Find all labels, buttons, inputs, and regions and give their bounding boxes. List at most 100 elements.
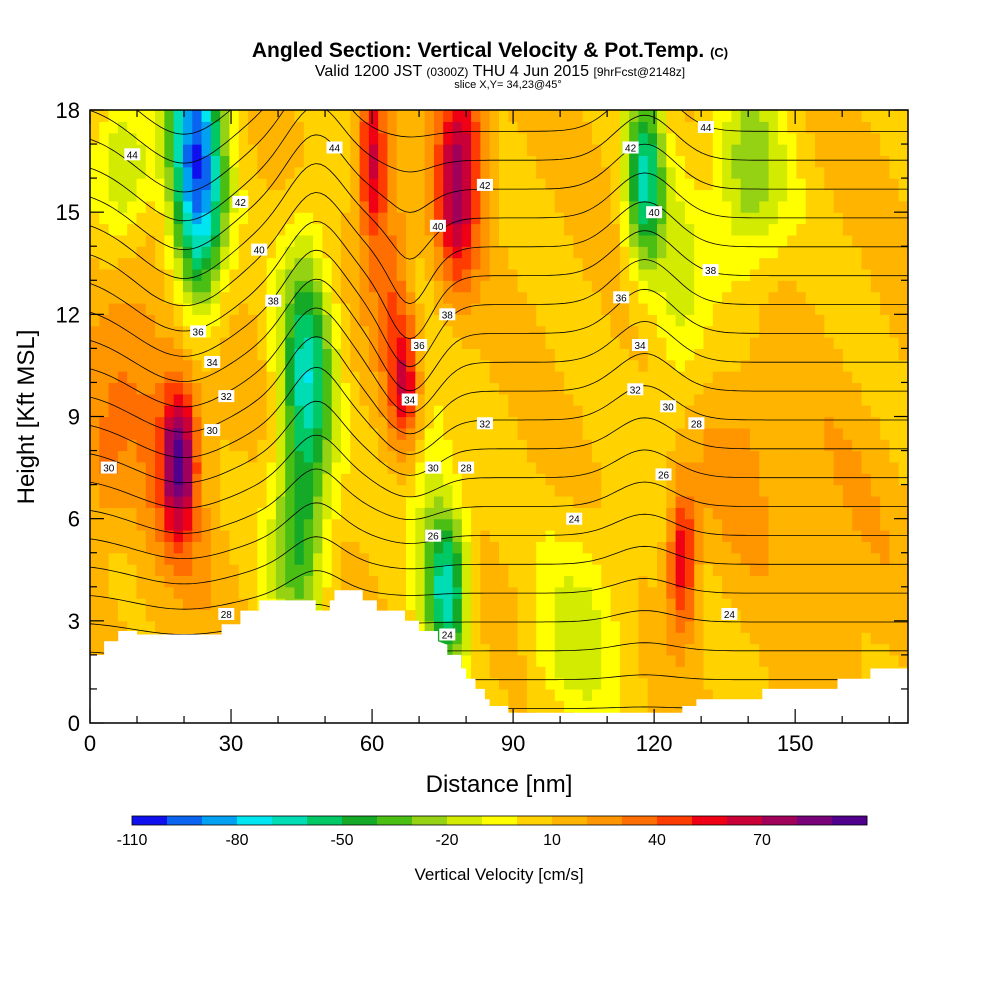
velocity-cell	[824, 166, 835, 179]
velocity-cell	[368, 393, 379, 406]
velocity-cell	[192, 359, 203, 372]
velocity-cell	[117, 495, 128, 508]
velocity-cell	[647, 484, 658, 497]
velocity-cell	[703, 450, 714, 463]
velocity-cell	[238, 280, 249, 293]
velocity-cell	[90, 144, 100, 157]
velocity-cell	[712, 393, 723, 406]
velocity-cell	[182, 280, 193, 293]
velocity-cell	[787, 405, 798, 418]
velocity-cell	[331, 178, 342, 191]
velocity-cell	[805, 416, 816, 429]
velocity-cell	[666, 121, 677, 134]
velocity-cell	[684, 178, 695, 191]
velocity-cell	[861, 530, 872, 542]
velocity-cell	[508, 280, 519, 293]
velocity-cell	[229, 291, 240, 304]
velocity-cell	[749, 427, 760, 440]
velocity-cell	[220, 484, 231, 497]
velocity-cell	[619, 302, 630, 315]
velocity-cell	[582, 575, 593, 588]
velocity-cell	[433, 439, 444, 452]
velocity-cell	[787, 416, 798, 429]
velocity-cell	[266, 166, 277, 179]
velocity-cell	[117, 450, 128, 463]
velocity-cell	[396, 223, 407, 236]
colorbar-swatch	[482, 816, 518, 825]
velocity-cell	[508, 427, 519, 440]
velocity-cell	[340, 223, 351, 236]
velocity-cell	[815, 677, 825, 690]
velocity-cell	[573, 302, 584, 315]
velocity-cell	[842, 654, 853, 667]
velocity-cell	[591, 268, 602, 281]
velocity-cell	[591, 302, 602, 315]
velocity-cell	[350, 291, 361, 304]
contour-label-text: 36	[193, 327, 205, 338]
velocity-cell	[210, 246, 221, 259]
velocity-cell	[833, 155, 844, 168]
velocity-cell	[127, 541, 138, 554]
velocity-cell	[694, 132, 705, 145]
velocity-cell	[508, 268, 519, 281]
velocity-cell	[629, 416, 640, 429]
velocity-cell	[647, 495, 658, 508]
velocity-cell	[703, 439, 714, 452]
velocity-cell	[117, 609, 128, 622]
velocity-cell	[657, 110, 667, 122]
velocity-cell	[396, 212, 407, 225]
velocity-cell	[526, 518, 537, 531]
velocity-cell	[127, 507, 138, 520]
velocity-cell	[564, 439, 574, 452]
velocity-cell	[777, 110, 788, 122]
velocity-cell	[545, 200, 556, 213]
velocity-cell	[787, 178, 798, 191]
velocity-cell	[331, 223, 342, 236]
velocity-cell	[127, 314, 138, 327]
velocity-cell	[480, 495, 491, 508]
velocity-cell	[182, 450, 193, 463]
velocity-cell	[182, 484, 193, 497]
velocity-cell	[880, 495, 891, 508]
velocity-cell	[164, 439, 175, 452]
velocity-cell	[368, 427, 379, 440]
velocity-cell	[499, 382, 509, 395]
velocity-cell	[331, 575, 342, 588]
velocity-cell	[489, 200, 500, 213]
velocity-cell	[461, 427, 472, 440]
velocity-cell	[294, 121, 305, 134]
velocity-cell	[880, 484, 891, 497]
velocity-cell	[870, 620, 881, 633]
velocity-cell	[731, 530, 742, 542]
velocity-cell	[322, 598, 333, 611]
velocity-cell	[536, 257, 547, 270]
velocity-cell	[619, 541, 630, 554]
velocity-cell	[805, 348, 816, 361]
velocity-cell	[870, 575, 881, 588]
velocity-cell	[340, 450, 351, 463]
velocity-cell	[117, 110, 128, 122]
velocity-cell	[396, 450, 407, 463]
velocity-cell	[350, 189, 361, 202]
velocity-cell	[499, 166, 509, 179]
velocity-cell	[526, 530, 537, 542]
velocity-cell	[396, 359, 407, 372]
velocity-cell	[666, 337, 677, 349]
contour-label: 34	[632, 339, 648, 352]
velocity-cell	[861, 371, 872, 384]
velocity-cell	[703, 473, 714, 486]
velocity-cell	[712, 223, 723, 236]
velocity-cell	[638, 700, 649, 713]
velocity-cell	[657, 155, 667, 168]
velocity-cell	[629, 268, 640, 281]
velocity-cell	[387, 337, 398, 349]
velocity-cell	[629, 257, 640, 270]
velocity-cell	[99, 393, 110, 406]
velocity-cell	[582, 212, 593, 225]
velocity-cell	[182, 620, 193, 633]
velocity-cell	[638, 666, 649, 679]
velocity-cell	[461, 484, 472, 497]
velocity-cell	[526, 132, 537, 145]
velocity-cell	[657, 314, 667, 327]
velocity-cell	[173, 200, 184, 213]
